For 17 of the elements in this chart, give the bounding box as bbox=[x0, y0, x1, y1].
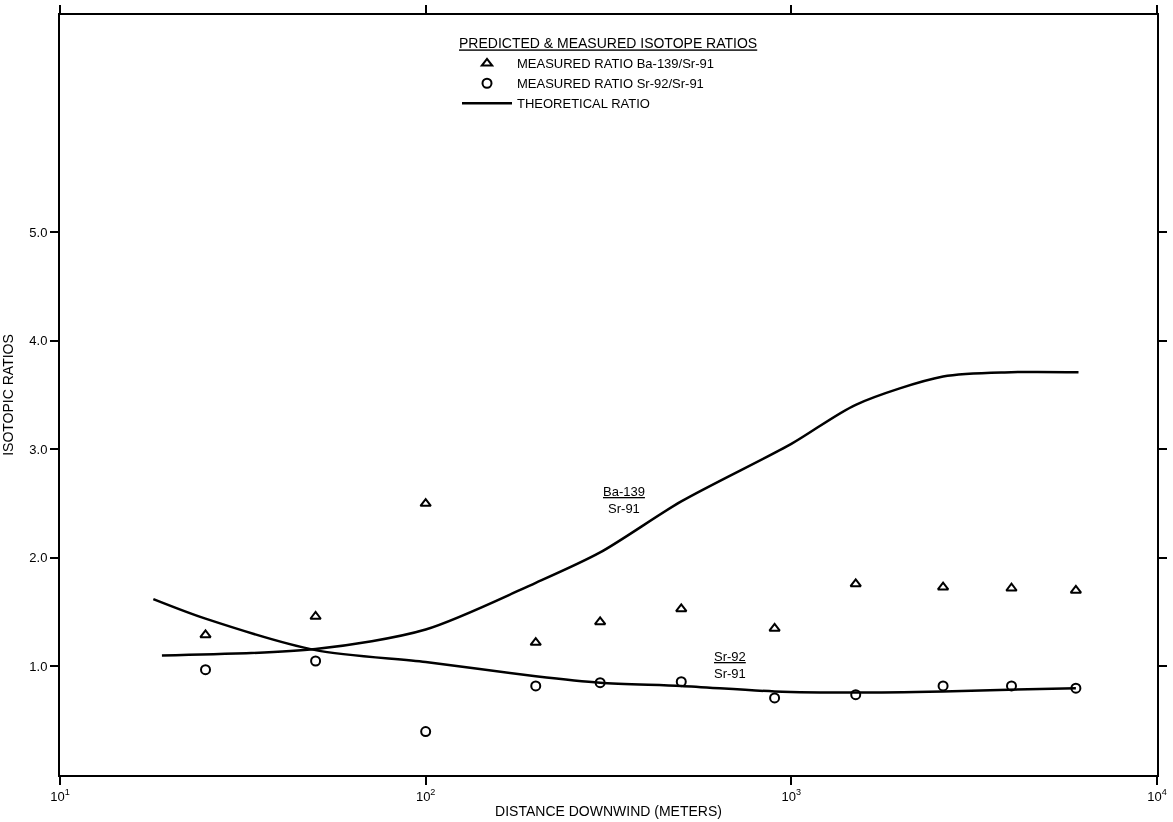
legend-title: PREDICTED & MEASURED ISOTOPE RATIOS bbox=[459, 35, 758, 52]
y-tick-label: 2.0 bbox=[29, 550, 48, 566]
y-tick-label: 1.0 bbox=[29, 658, 48, 674]
x-tick-label: 10$^{2}$ bbox=[415, 787, 436, 804]
x-tick-label: 10$^{1}$ bbox=[50, 787, 70, 804]
y-tick-label: 5.0 bbox=[29, 224, 48, 240]
y-axis-title: ISOTOPIC RATIOS bbox=[0, 334, 16, 456]
annotation: Sr-92 Sr-91 bbox=[714, 649, 746, 681]
x-tick-label: 10$^{3}$ bbox=[781, 787, 802, 804]
x-tick-label: 10$^{4}$ bbox=[1147, 787, 1167, 804]
legend-label: THEORETICAL RATIO bbox=[517, 96, 650, 112]
legend-label: MEASURED RATIO Sr-92/Sr-91 bbox=[517, 76, 704, 92]
x-axis-title: DISTANCE DOWNWIND (METERS) bbox=[495, 803, 722, 820]
y-tick-label: 3.0 bbox=[29, 441, 48, 457]
y-tick-label: 4.0 bbox=[29, 333, 48, 349]
annotation: Ba-139 Sr-91 bbox=[603, 484, 645, 516]
legend-label: MEASURED RATIO Ba-139/Sr-91 bbox=[517, 56, 714, 72]
